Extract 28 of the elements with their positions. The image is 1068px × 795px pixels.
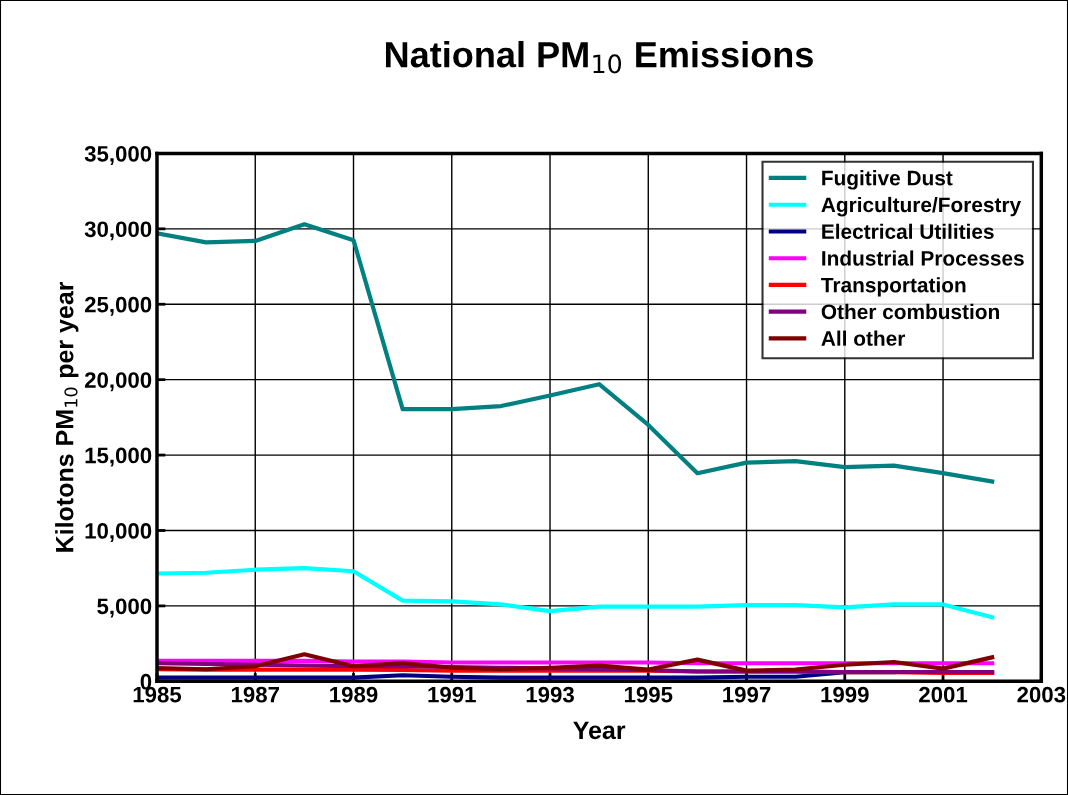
legend-label: Other combustion <box>821 303 999 320</box>
y-tick-label: 15,000 <box>85 447 152 467</box>
y-tick-label: 10,000 <box>85 523 152 542</box>
legend-label: Transportation <box>821 277 966 297</box>
x-tick-label: 1993 <box>526 686 574 703</box>
x-tick-label: 2001 <box>919 686 968 703</box>
y-tick-label: 30,000 <box>84 221 152 241</box>
x-tick-label: 2003 <box>1017 686 1066 703</box>
x-tick-label: 1991 <box>428 686 476 703</box>
legend-label: Agriculture/Forestry <box>821 196 1022 217</box>
x-tick-label: 1989 <box>330 686 378 703</box>
x-tick-label: 1995 <box>624 686 673 703</box>
chart-title: National PM$_{10}$ Emissions <box>385 40 813 74</box>
y-tick-label: 25,000 <box>84 296 152 316</box>
y-axis-title: Kilotons PM$_{10}$ per year <box>55 281 79 552</box>
y-tick-label: 35,000 <box>84 145 152 165</box>
y-tick-label: 20,000 <box>84 372 152 392</box>
x-tick-label: 1997 <box>723 686 771 703</box>
y-tick-label: 5,000 <box>97 598 152 618</box>
x-tick-label: 1999 <box>821 686 869 703</box>
legend-label: Industrial Processes <box>822 250 1024 266</box>
line-series <box>157 566 995 620</box>
x-tick-label: 1987 <box>231 686 279 703</box>
line-series <box>157 652 995 673</box>
legend-label: All other <box>821 330 906 346</box>
legend-label: Fugitive Dust <box>822 170 953 190</box>
x-axis-title: Year <box>573 721 626 740</box>
legend-label: Electrical Utilities <box>822 223 994 240</box>
